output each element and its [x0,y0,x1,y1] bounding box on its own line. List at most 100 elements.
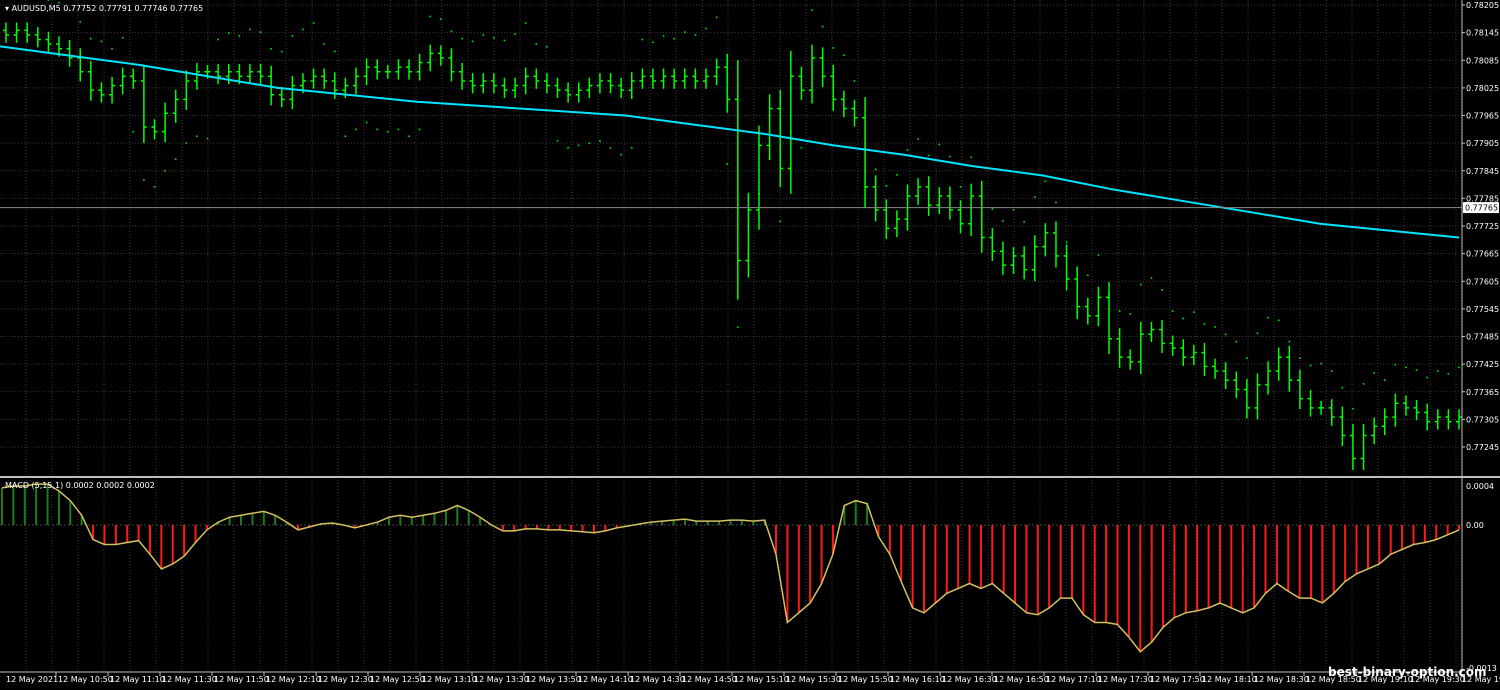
psar-dot [386,130,389,133]
ohlc-bar [883,199,890,239]
psar-dot [1171,310,1174,313]
psar-dot [238,34,241,37]
psar-dot [577,144,580,147]
ohlc-bar [809,44,816,104]
ohlc-bar [374,59,381,80]
psar-dot [1362,382,1365,385]
ohlc-bar [1434,409,1441,430]
psar-dot [874,168,877,171]
price-tick-label: 0.77785 [1466,194,1499,203]
ohlc-bar [1074,266,1081,320]
time-tick-label: 12 May 12:30 [318,675,373,684]
ohlc-bar [215,63,222,85]
ohlc-bar [1084,297,1091,325]
macd-panel[interactable]: MACD (5,15,1) 0.0002 0.0002 0.0002 [1,481,1460,653]
psar-dot [1436,370,1439,373]
ohlc-bar [310,68,317,89]
time-tick-label: 12 May 18:10 [1202,675,1257,684]
ohlc-bar [87,61,94,101]
ohlc-bar [437,45,444,66]
moving-average-line [0,45,1460,239]
psar-dot [1256,332,1259,335]
ohlc-bar [957,200,964,234]
ohlc-bar [448,48,455,82]
time-tick-label: 12 May 17:30 [1098,675,1153,684]
psar-dot [598,139,601,142]
psar-dot [726,162,729,165]
ohlc-bar [289,75,296,110]
psar-dot [1214,325,1217,328]
psar-dot [673,37,676,40]
psar-dot [280,50,283,53]
psar-dot [651,41,654,44]
ohlc-bar [713,58,720,86]
price-panel[interactable]: ▾ AUDUSD,M5 0.77752 0.77791 0.77746 0.77… [0,0,1462,471]
symbol-label: AUDUSD,M5 [12,4,61,13]
psar-dot [1001,219,1004,222]
psar-dot [1224,333,1227,336]
psar-dot [1235,340,1238,343]
price-tick-label: 0.77245 [1466,443,1499,452]
psar-dot [450,30,453,33]
ohlc-bar [162,102,169,143]
ohlc-bar [1201,342,1208,377]
time-tick-label: 12 May 16:10 [890,675,945,684]
psar-dot [948,155,951,158]
psar-dot [100,40,103,43]
psar-dot [1054,201,1057,204]
ohlc-bar [1402,395,1409,416]
psar-dot [938,143,941,146]
psar-dot [439,18,442,21]
psar-dot [121,36,124,39]
psar-dot [1330,370,1333,373]
ohlc-bar [45,31,52,52]
psar-dot [630,146,633,149]
price-tick-label: 0.77965 [1466,112,1499,121]
psar-dot [185,142,188,145]
ohlc-bar [130,68,137,89]
ohlc-bar [225,63,232,85]
psar-dot [58,1,61,4]
ohlc-bar [363,58,370,86]
time-tick-label: 12 May 12:10 [266,675,321,684]
ohlc-bar [1318,400,1325,415]
ohlc-bar [692,68,699,89]
price-tick-label: 0.78205 [1466,1,1499,10]
ohlc-bar [681,68,688,89]
price-tick-label: 0.77545 [1466,305,1499,314]
ohlc-bar [1392,393,1399,427]
watermark: best-binary-option.com [1328,665,1487,679]
psar-dot [492,36,495,39]
ohlc-bar [660,68,667,89]
psar-dot [1309,364,1312,367]
psar-dot [1065,241,1068,244]
price-tick-label: 0.77425 [1466,360,1499,369]
ohlc-bar [639,68,646,89]
ohlc-bar [1233,371,1240,399]
ohlc-bar [490,73,497,94]
psar-dot [1415,369,1418,372]
psar-dot [89,37,92,40]
symbol-header: ▾ AUDUSD,M5 0.77752 0.77791 0.77746 0.77… [5,4,203,13]
price-tick-label: 0.78145 [1466,29,1499,38]
psar-dot [567,146,570,149]
psar-dot [991,207,994,210]
psar-dot [206,137,209,140]
ohlc-bar [533,68,540,89]
price-tick-label: 0.77725 [1466,222,1499,231]
time-tick-label: 12 May 16:50 [994,675,1049,684]
ohlc-bar [66,39,73,67]
price-axis[interactable]: 0.78205 0.78145 0.78085 0.78025 0.77965 0.779… [1462,1,1499,452]
ohlc-readout: 0.77752 0.77791 0.77746 0.77765 [63,4,203,13]
psar-dot [620,153,623,156]
psar-dot [397,128,400,131]
ohlc-bar [787,51,794,194]
ohlc-bar [1010,247,1017,274]
psar-dot [503,39,506,42]
ohlc-bar [183,70,190,110]
grid [0,0,1462,672]
psar-dot [1373,371,1376,374]
